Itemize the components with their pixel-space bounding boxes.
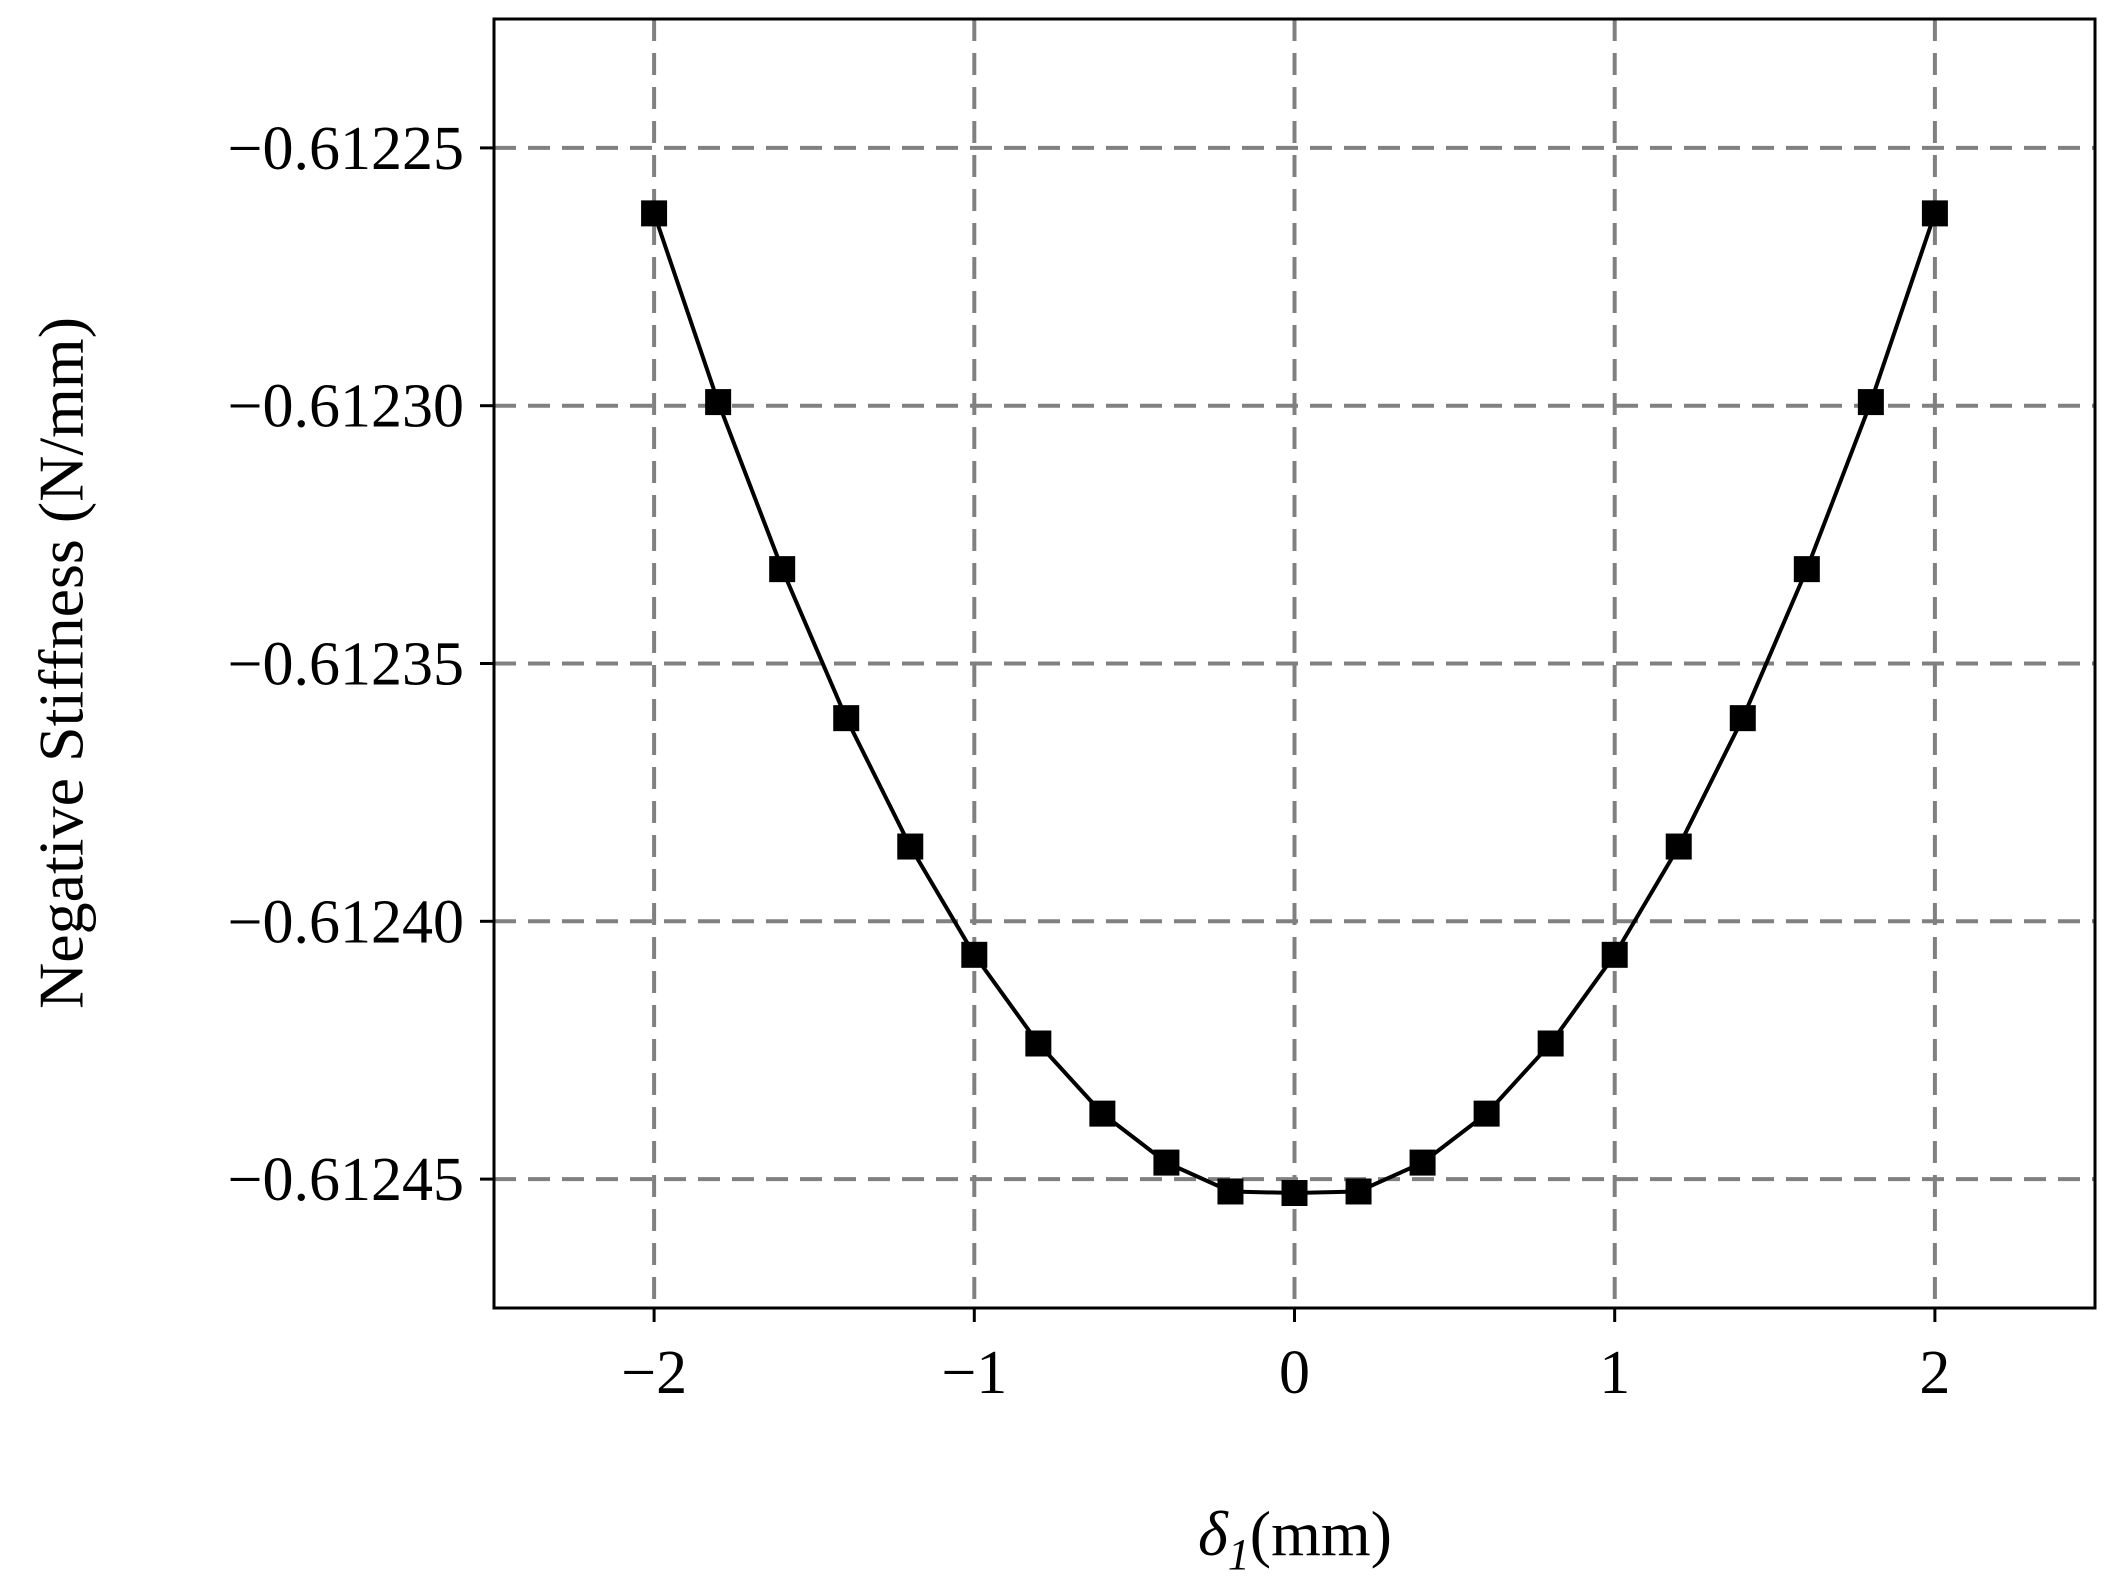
marker: [1665, 833, 1692, 860]
x-tick-label: −2: [621, 1339, 687, 1407]
x-tick-label: 0: [1279, 1339, 1310, 1407]
x-axis-subscript: 1: [1228, 1530, 1250, 1579]
x-axis-title: δ1(mm): [1198, 1498, 1392, 1579]
marker: [1537, 1030, 1564, 1057]
marker: [705, 389, 732, 416]
marker: [1153, 1149, 1180, 1176]
marker: [1409, 1149, 1436, 1176]
x-axis-unit: (mm): [1250, 1498, 1392, 1569]
marker: [1345, 1178, 1372, 1205]
y-tick-label: −0.61235: [228, 631, 464, 699]
marker: [1921, 200, 1948, 227]
marker: [769, 556, 796, 583]
marker: [1793, 556, 1820, 583]
marker: [1473, 1100, 1500, 1127]
marker: [1601, 941, 1628, 968]
y-axis-title: Negative Stiffness (N/mm): [26, 317, 97, 1009]
marker: [1729, 705, 1756, 732]
marker: [1089, 1100, 1116, 1127]
marker: [641, 200, 668, 227]
marker: [897, 833, 924, 860]
y-tick-label: −0.61225: [228, 115, 464, 183]
x-tick-label: 2: [1919, 1339, 1950, 1407]
marker: [961, 941, 988, 968]
x-axis-symbol: δ: [1198, 1498, 1229, 1569]
y-tick-label: −0.61245: [228, 1146, 464, 1214]
x-tick-label: −1: [941, 1339, 1007, 1407]
x-tick-label: 1: [1599, 1339, 1630, 1407]
y-tick-label: −0.61230: [228, 373, 464, 441]
marker: [1025, 1030, 1052, 1057]
plot-frame: [492, 17, 2097, 1310]
marker: [1281, 1180, 1308, 1207]
marker: [833, 705, 860, 732]
marker: [1857, 389, 1884, 416]
y-tick-label: −0.61240: [228, 888, 464, 956]
marker: [1217, 1178, 1244, 1205]
